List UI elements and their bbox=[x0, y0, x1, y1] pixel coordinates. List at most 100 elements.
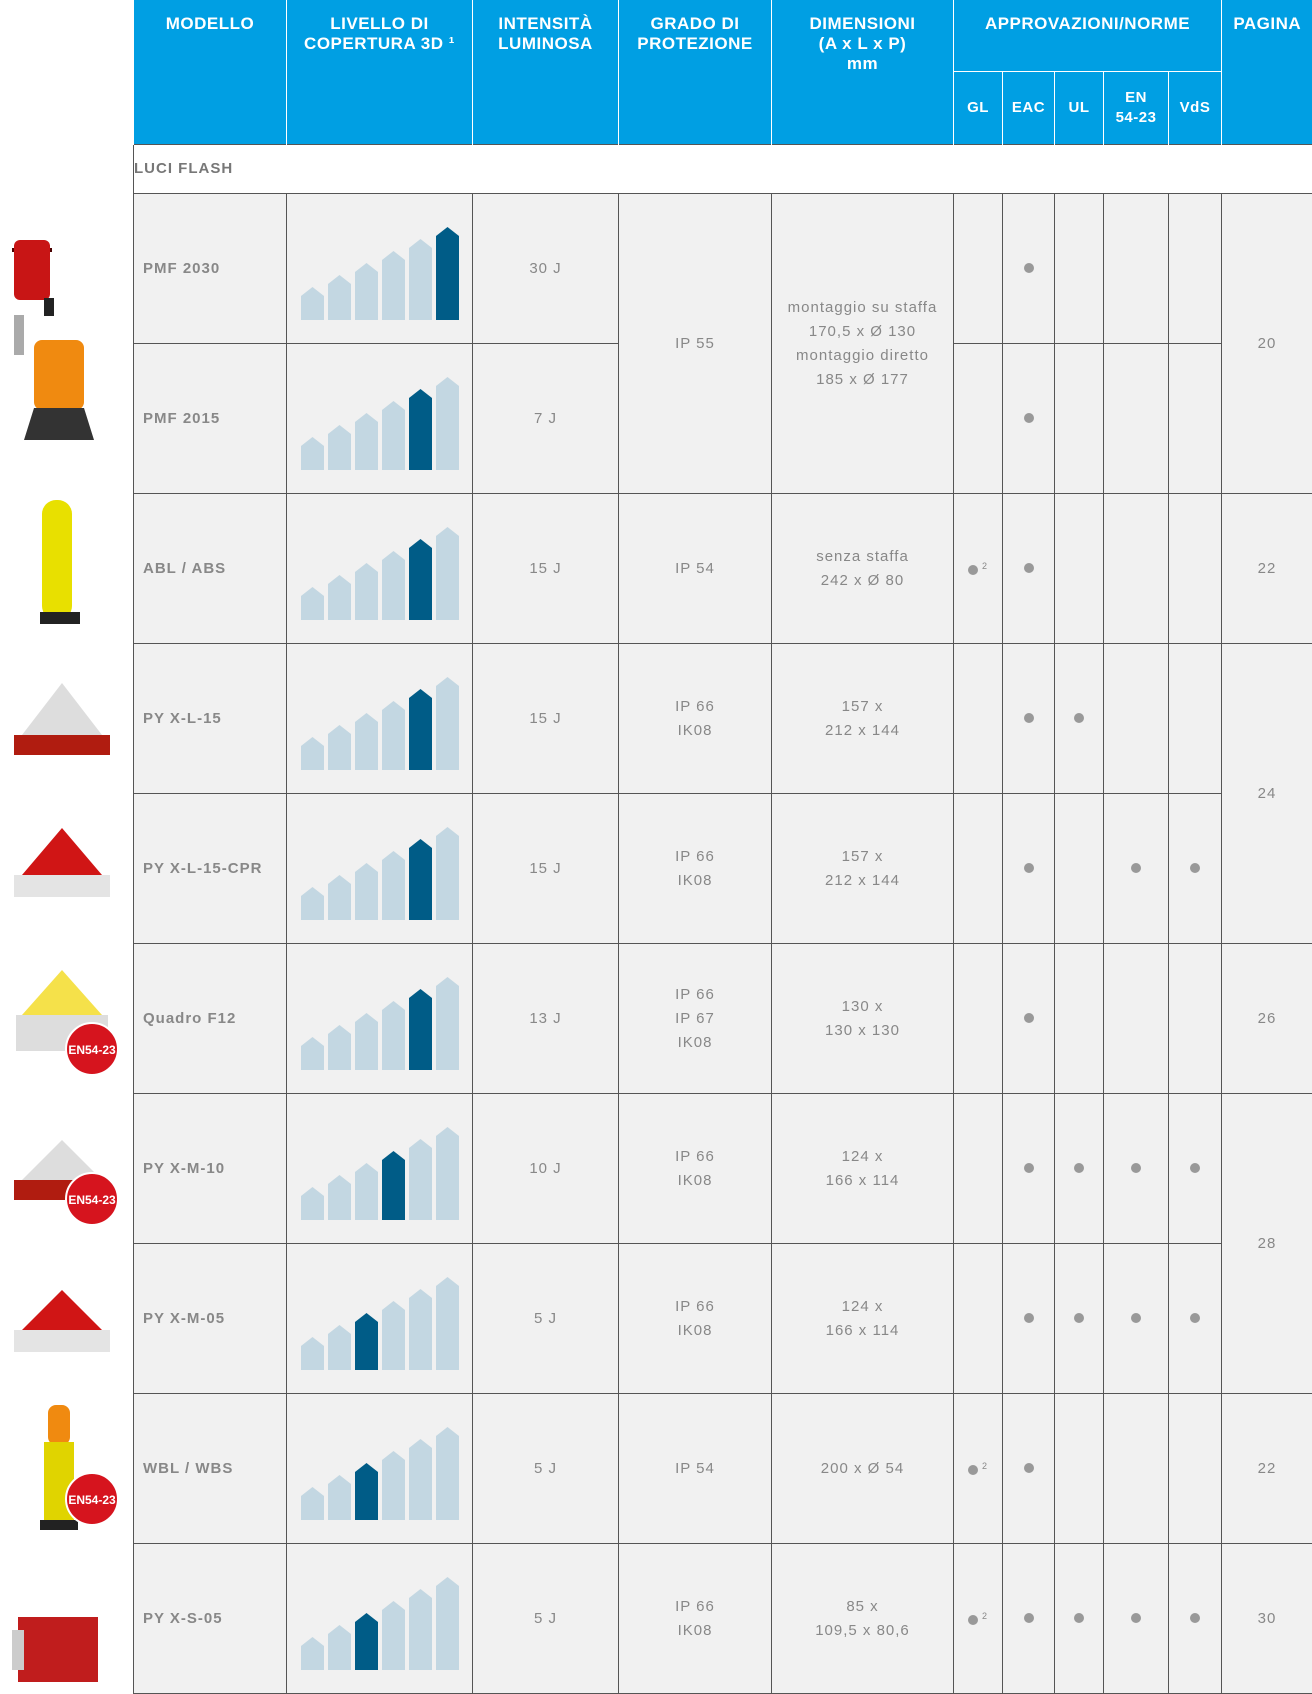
intensity: 10 J bbox=[473, 1094, 619, 1244]
approval-dot bbox=[1024, 1313, 1034, 1323]
approval-dot bbox=[1024, 1463, 1034, 1473]
approval-dot bbox=[968, 565, 978, 575]
approval-dot bbox=[1190, 1313, 1200, 1323]
approval: 2 bbox=[954, 1394, 1003, 1544]
text-line: IP 55 bbox=[675, 335, 715, 352]
level-chart bbox=[295, 500, 465, 630]
pyxl15cpr-image bbox=[14, 828, 110, 897]
coverage-level bbox=[287, 1394, 473, 1544]
coverage-level bbox=[287, 194, 473, 344]
level-bar bbox=[436, 977, 459, 1070]
approval-dot bbox=[1131, 1613, 1141, 1623]
text-line: IP 54 bbox=[675, 1460, 715, 1477]
level-bar bbox=[382, 551, 405, 620]
header-subcell: EAC bbox=[1003, 72, 1055, 145]
model: Quadro F12 bbox=[134, 944, 287, 1094]
text-line: GRADO DI bbox=[651, 14, 740, 33]
level-bar bbox=[436, 827, 459, 920]
approval bbox=[1055, 194, 1104, 344]
text-line: mm bbox=[847, 54, 878, 73]
approval-dot bbox=[1024, 1013, 1034, 1023]
approval bbox=[954, 794, 1003, 944]
level-bar bbox=[436, 527, 459, 620]
level-bar bbox=[328, 1625, 351, 1670]
text-line: IK08 bbox=[678, 872, 713, 889]
level-chart bbox=[295, 1400, 465, 1530]
approval bbox=[1104, 194, 1169, 344]
coverage-level bbox=[287, 344, 473, 494]
level-bar bbox=[382, 1001, 405, 1070]
text-line: 124 x bbox=[842, 1148, 884, 1165]
level-bar bbox=[301, 1187, 324, 1220]
coverage-level bbox=[287, 1094, 473, 1244]
text-line: 54-23 bbox=[1116, 109, 1157, 126]
level-bar bbox=[355, 1013, 378, 1070]
level-chart bbox=[295, 350, 465, 480]
level-chart bbox=[295, 1250, 465, 1380]
approval bbox=[1169, 944, 1222, 1094]
level-bar bbox=[301, 437, 324, 470]
footnote: 2 bbox=[982, 1611, 988, 1621]
badge-text: EN54-23 bbox=[68, 1193, 116, 1207]
approval bbox=[1055, 1094, 1104, 1244]
approval bbox=[954, 194, 1003, 344]
approval-dot bbox=[1074, 1313, 1084, 1323]
approval bbox=[1055, 1244, 1104, 1394]
dimensions: 200 x Ø 54 bbox=[772, 1394, 954, 1544]
text-line: IP 67 bbox=[675, 1010, 715, 1027]
level-bar bbox=[301, 1337, 324, 1370]
protection: IP 54 bbox=[619, 494, 772, 644]
approval bbox=[1055, 1394, 1104, 1544]
pmf-2030-image bbox=[12, 240, 54, 355]
level-bar-active bbox=[409, 839, 432, 920]
text-line: MODELLO bbox=[166, 14, 255, 33]
approval bbox=[1003, 644, 1055, 794]
approval-dot bbox=[1074, 713, 1084, 723]
level-bar bbox=[328, 425, 351, 470]
coverage-level bbox=[287, 794, 473, 944]
intensity: 5 J bbox=[473, 1394, 619, 1544]
level-bar bbox=[301, 587, 324, 620]
approval bbox=[1169, 494, 1222, 644]
text-line: IP 66 bbox=[675, 848, 715, 865]
approval bbox=[1104, 1544, 1169, 1694]
page: 24 bbox=[1222, 644, 1312, 944]
text-line: IP 66 bbox=[675, 1298, 715, 1315]
text-line: montaggio su staffa bbox=[788, 299, 938, 316]
text-line: IP 66 bbox=[675, 1148, 715, 1165]
approval bbox=[1169, 344, 1222, 494]
model: PY X-S-05 bbox=[134, 1544, 287, 1694]
text-line: INTENSITÀ bbox=[498, 14, 592, 33]
level-bar bbox=[382, 1601, 405, 1670]
level-bar-active bbox=[409, 689, 432, 770]
intensity: 15 J bbox=[473, 794, 619, 944]
approval bbox=[1055, 794, 1104, 944]
level-bar bbox=[355, 563, 378, 620]
approval bbox=[1055, 944, 1104, 1094]
level-chart bbox=[295, 1100, 465, 1230]
protection: IP 66 IK08 bbox=[619, 794, 772, 944]
level-bar bbox=[436, 377, 459, 470]
level-chart bbox=[295, 1550, 465, 1680]
pyxm05-image bbox=[14, 1290, 110, 1352]
level-bar bbox=[436, 1427, 459, 1520]
approval bbox=[1003, 794, 1055, 944]
level-bar bbox=[355, 713, 378, 770]
level-bar-active bbox=[409, 989, 432, 1070]
text-line: LIVELLO DI bbox=[330, 14, 429, 33]
text-line: IK08 bbox=[678, 722, 713, 739]
